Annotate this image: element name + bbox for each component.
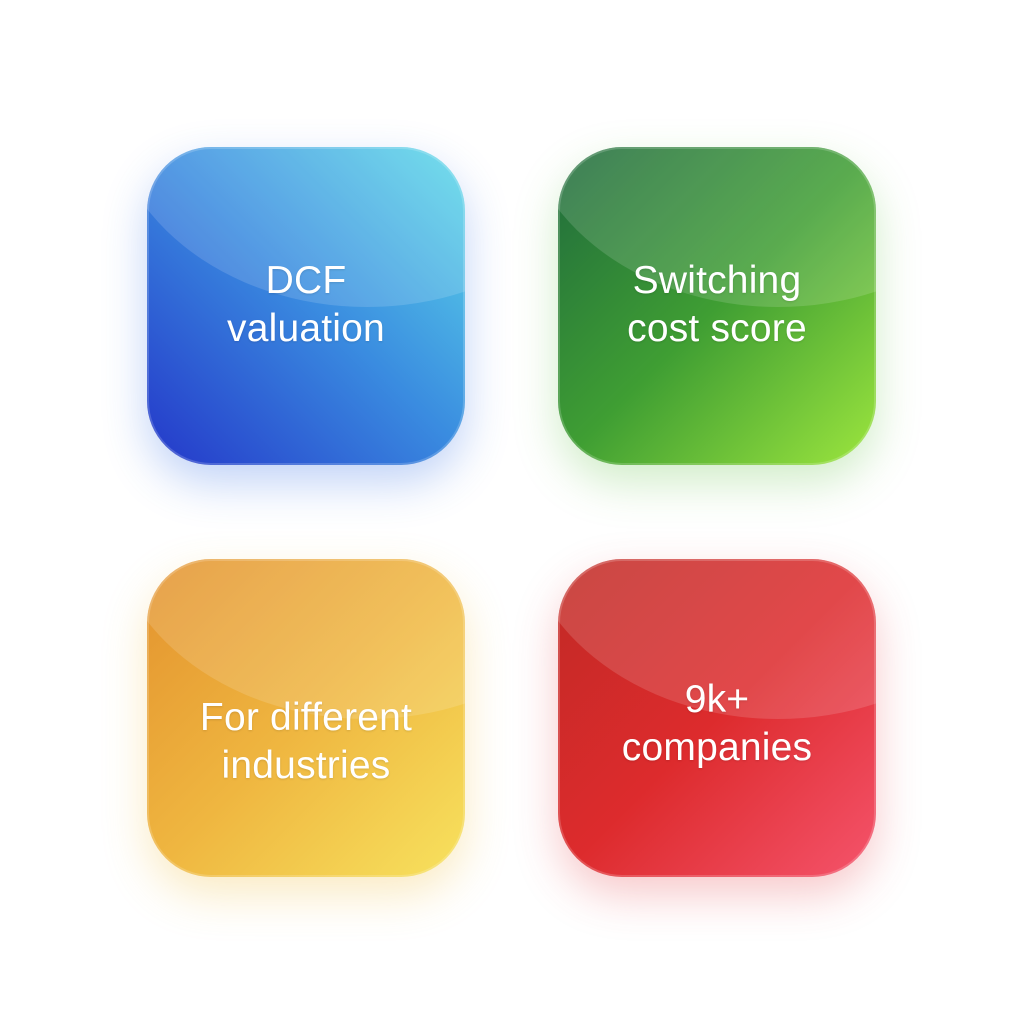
tile-label-line2: cost score (627, 307, 807, 350)
tile-label: 9k+ companies (622, 676, 812, 772)
tile-label-line2: industries (221, 744, 391, 787)
tile-label-line1: 9k+ (684, 678, 750, 721)
tile-companies-count[interactable]: 9k+ companies (558, 559, 876, 877)
tile-different-industries[interactable]: For different industries (147, 559, 465, 877)
tile-label-line1: Switching (632, 259, 802, 302)
tile-label-line1: DCF (265, 259, 347, 302)
tile-label-line2: companies (621, 726, 813, 769)
tile-label: Switching cost score (627, 257, 807, 353)
tile-dcf-valuation[interactable]: DCF valuation (147, 147, 465, 465)
tile-label-line1: For different (199, 696, 413, 739)
tile-label-line2: valuation (227, 307, 385, 350)
tile-switching-cost-score[interactable]: Switching cost score (558, 147, 876, 465)
tile-label: For different industries (200, 694, 412, 790)
tile-label: DCF valuation (227, 257, 385, 353)
